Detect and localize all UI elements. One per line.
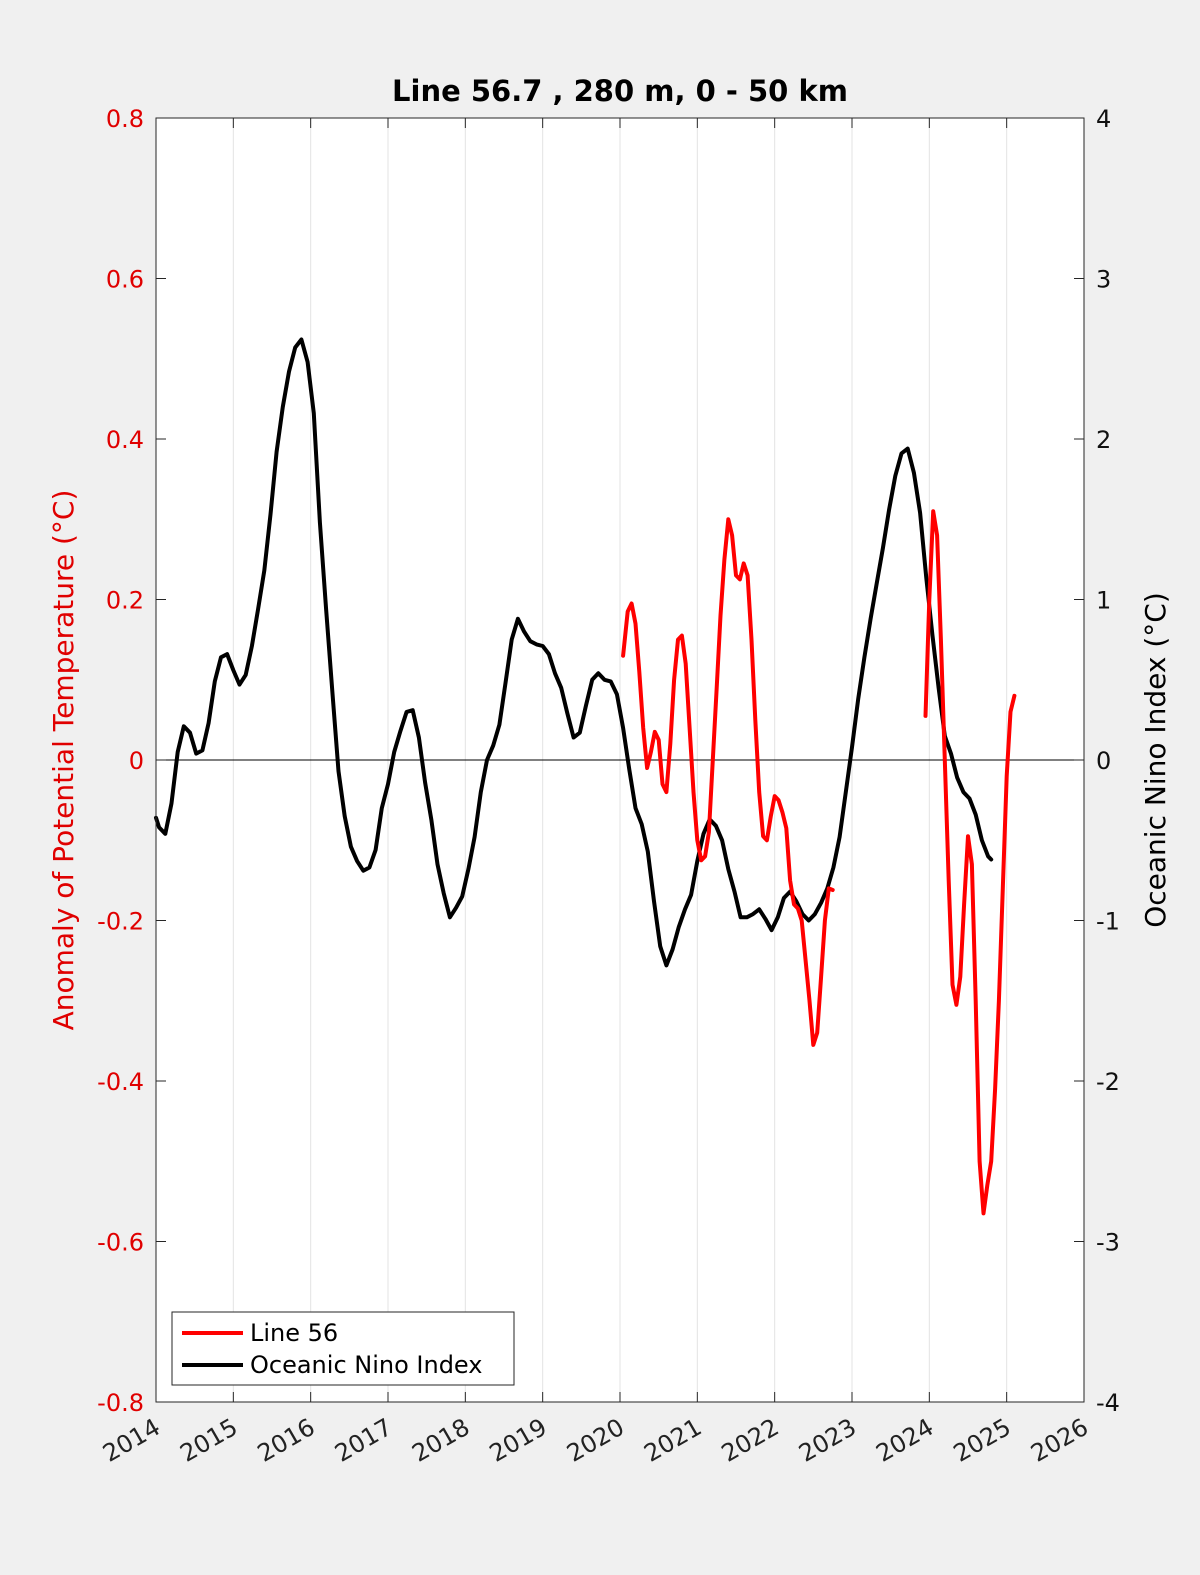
y-right-tick-label: -1 bbox=[1096, 908, 1120, 936]
legend-line56-label: Line 56 bbox=[250, 1319, 338, 1347]
y-right-tick-labels: 4 3 2 1 0 -1 -2 -3 -4 bbox=[1096, 105, 1120, 1417]
y-left-tick-label: 0.8 bbox=[106, 105, 144, 133]
legend-box bbox=[171, 1311, 515, 1386]
y-left-axis-label: Anomaly of Potential Temperature (°C) bbox=[47, 490, 80, 1031]
y-right-tick-label: -3 bbox=[1096, 1229, 1120, 1257]
y-left-tick-label: 0.4 bbox=[106, 426, 144, 454]
y-left-tick-label: -0.2 bbox=[97, 908, 144, 936]
chart-title: Line 56.7 , 280 m, 0 - 50 km bbox=[392, 74, 848, 108]
y-left-tick-label: 0 bbox=[129, 747, 144, 775]
series-layer bbox=[154, 337, 1017, 1216]
y-left-tick-label: -0.4 bbox=[97, 1068, 144, 1096]
y-right-axis-label: Oceanic Nino Index (°C) bbox=[1139, 592, 1172, 928]
oni-series-line bbox=[154, 337, 994, 968]
line56-series-line bbox=[923, 509, 1017, 1216]
y-left-tick-label: 0.2 bbox=[106, 587, 144, 615]
legend-oni-label: Oceanic Nino Index bbox=[250, 1351, 482, 1379]
y-left-tick-labels: 0.8 0.6 0.4 0.2 0 -0.2 -0.4 -0.6 -0.8 bbox=[97, 105, 144, 1417]
y-right-tick-label: 2 bbox=[1096, 426, 1111, 454]
y-left-tick-label: -0.8 bbox=[97, 1389, 144, 1417]
y-left-tick-label: -0.6 bbox=[97, 1229, 144, 1257]
y-right-tick-label: 0 bbox=[1096, 747, 1111, 775]
line56-series-line bbox=[621, 517, 835, 1047]
y-right-tick-label: 4 bbox=[1096, 105, 1111, 133]
y-right-tick-label: -4 bbox=[1096, 1389, 1120, 1417]
y-left-tick-label: 0.6 bbox=[106, 266, 144, 294]
y-right-tick-label: -2 bbox=[1096, 1068, 1120, 1096]
axis-ticks bbox=[155, 117, 1085, 1403]
legend: Line 56 Oceanic Nino Index bbox=[171, 1311, 515, 1386]
y-right-tick-label: 1 bbox=[1096, 587, 1111, 615]
y-right-tick-label: 3 bbox=[1096, 266, 1111, 294]
